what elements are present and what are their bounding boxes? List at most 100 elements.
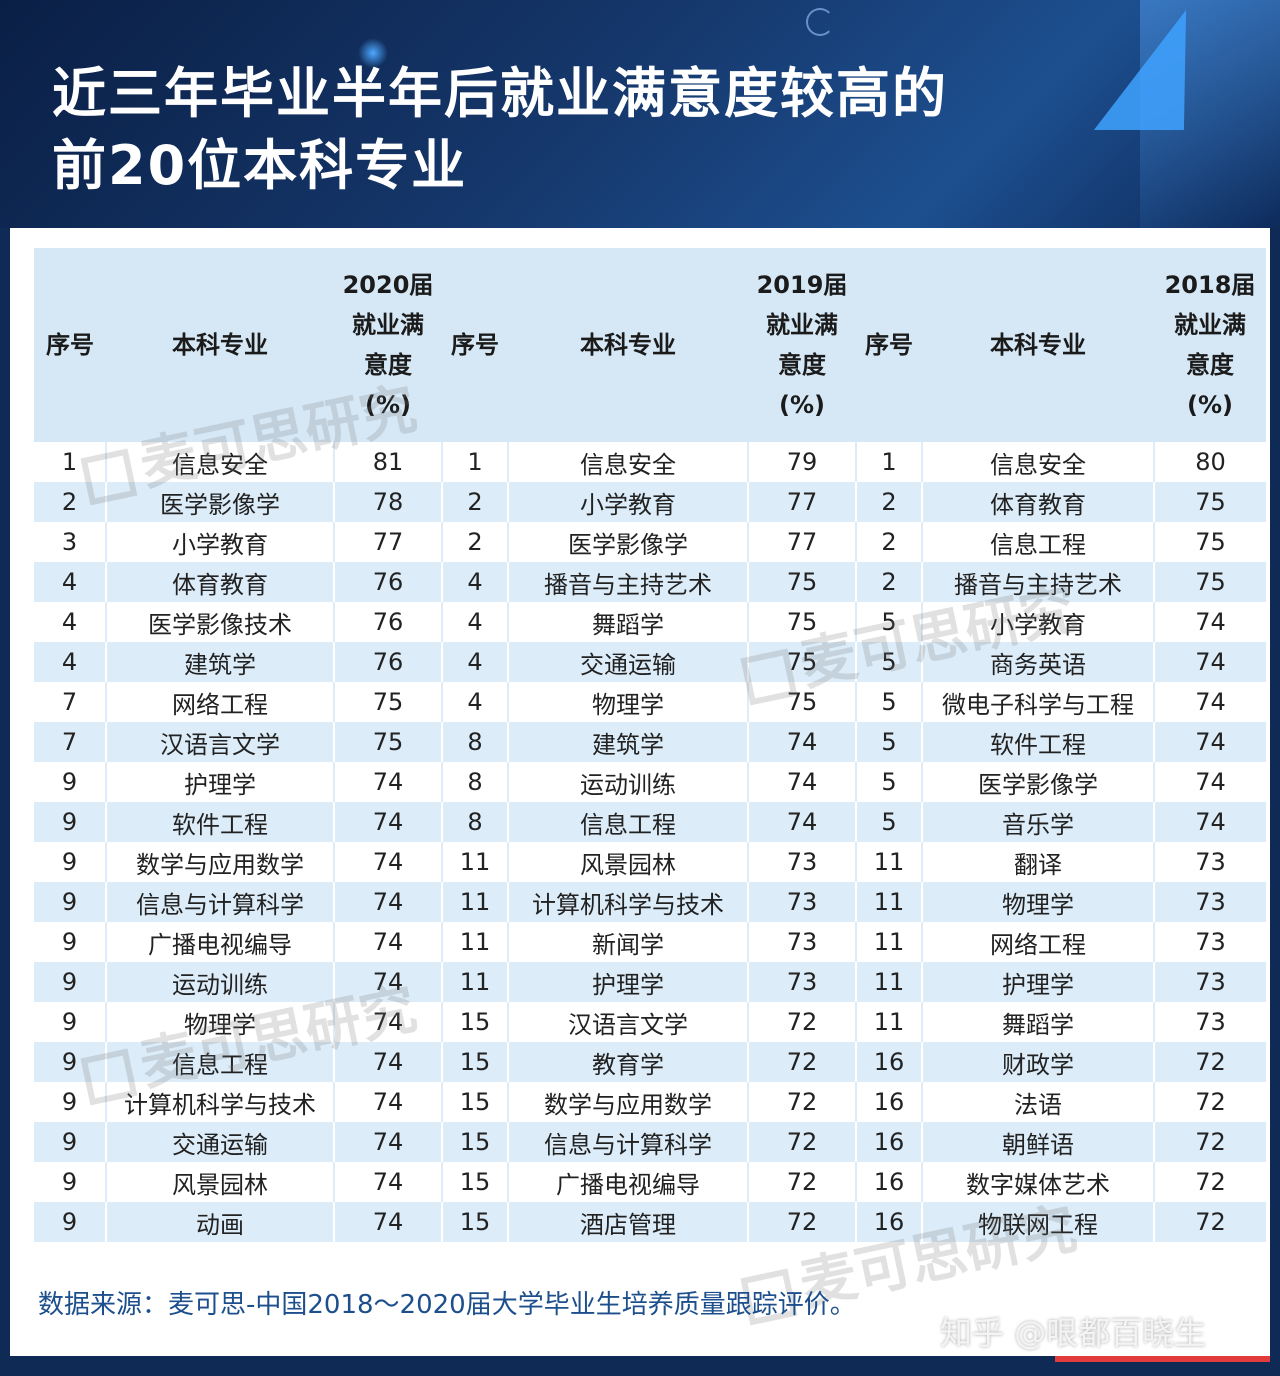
cell-satisfaction-2019: 73 — [748, 962, 857, 1002]
cell-satisfaction-2020: 74 — [334, 1122, 443, 1162]
header-2019-line4: (%) — [779, 391, 825, 419]
cell-satisfaction-2020: 75 — [334, 682, 443, 722]
cell-major-2020: 医学影像技术 — [106, 602, 335, 642]
cell-satisfaction-2019: 74 — [748, 802, 857, 842]
cell-satisfaction-2018: 75 — [1154, 482, 1266, 522]
cell-major-2019: 酒店管理 — [508, 1202, 749, 1242]
header-satisfaction-2019: 2019届 就业满 意度 (%) — [748, 248, 856, 442]
cell-satisfaction-2018: 72 — [1154, 1162, 1266, 1202]
cell-seq-2020: 9 — [34, 842, 107, 882]
cell-major-2018: 体育教育 — [922, 482, 1155, 522]
header-seq-2019: 序号 — [442, 248, 508, 442]
table-row: 9 广播电视编导 74 11 新闻学 73 11 网络工程 73 — [34, 922, 1266, 962]
cell-seq-2020: 9 — [34, 882, 107, 922]
cell-major-2020: 运动训练 — [106, 962, 335, 1002]
cell-major-2019: 信息工程 — [508, 802, 749, 842]
table-row: 9 交通运输 74 15 信息与计算科学 72 16 朝鲜语 72 — [34, 1122, 1266, 1162]
header-major-2019: 本科专业 — [508, 248, 748, 442]
cell-satisfaction-2018: 73 — [1154, 842, 1266, 882]
cell-satisfaction-2020: 74 — [334, 802, 443, 842]
cell-major-2018: 微电子科学与工程 — [922, 682, 1155, 722]
title-line-2: 前20位本科专业 — [52, 134, 468, 197]
table-row: 9 信息与计算科学 74 11 计算机科学与技术 73 11 物理学 73 — [34, 882, 1266, 922]
cell-satisfaction-2018: 75 — [1154, 522, 1266, 562]
cell-seq-2018: 5 — [856, 762, 923, 802]
cell-satisfaction-2018: 73 — [1154, 962, 1266, 1002]
cell-seq-2020: 9 — [34, 1202, 107, 1242]
cell-major-2018: 法语 — [922, 1082, 1155, 1122]
cell-satisfaction-2018: 80 — [1154, 442, 1266, 482]
cell-satisfaction-2018: 74 — [1154, 762, 1266, 802]
cell-major-2018: 朝鲜语 — [922, 1122, 1155, 1162]
cell-satisfaction-2019: 72 — [748, 1202, 857, 1242]
cell-major-2019: 数学与应用数学 — [508, 1082, 749, 1122]
header-satisfaction-2018: 2018届 就业满 意度 (%) — [1154, 248, 1266, 442]
cell-satisfaction-2020: 74 — [334, 1042, 443, 1082]
header-2019-line1: 2019届 — [756, 271, 848, 299]
cell-seq-2018: 16 — [856, 1202, 923, 1242]
title-line-1: 近三年毕业半年后就业满意度较高的 — [52, 62, 948, 125]
table-body: 1 信息安全 81 1 信息安全 79 1 信息安全 80 2 医学影像学 78 2 小学教育 77 2 体育教… — [34, 442, 1266, 1242]
cell-seq-2018: 1 — [856, 442, 923, 482]
table-row: 4 建筑学 76 4 交通运输 75 5 商务英语 74 — [34, 642, 1266, 682]
cell-major-2018: 网络工程 — [922, 922, 1155, 962]
cell-major-2018: 商务英语 — [922, 642, 1155, 682]
cell-major-2019: 信息与计算科学 — [508, 1122, 749, 1162]
cell-major-2020: 体育教育 — [106, 562, 335, 602]
header-2019-line2: 就业满 — [766, 311, 838, 339]
cell-seq-2019: 4 — [442, 642, 509, 682]
cell-major-2018: 医学影像学 — [922, 762, 1155, 802]
header-2020-line4: (%) — [365, 391, 411, 419]
cell-seq-2018: 16 — [856, 1122, 923, 1162]
header-satisfaction-2020: 2020届 就业满 意度 (%) — [334, 248, 442, 442]
cell-satisfaction-2020: 74 — [334, 1082, 443, 1122]
cell-satisfaction-2019: 72 — [748, 1122, 857, 1162]
cell-satisfaction-2018: 73 — [1154, 922, 1266, 962]
cell-satisfaction-2020: 74 — [334, 1162, 443, 1202]
table-row: 9 运动训练 74 11 护理学 73 11 护理学 73 — [34, 962, 1266, 1002]
cell-satisfaction-2018: 74 — [1154, 722, 1266, 762]
cell-seq-2019: 11 — [442, 962, 509, 1002]
cell-major-2019: 医学影像学 — [508, 522, 749, 562]
cell-major-2020: 风景园林 — [106, 1162, 335, 1202]
cell-major-2018: 软件工程 — [922, 722, 1155, 762]
cell-satisfaction-2018: 72 — [1154, 1202, 1266, 1242]
cell-major-2018: 播音与主持艺术 — [922, 562, 1155, 602]
cell-satisfaction-2019: 75 — [748, 682, 857, 722]
cell-seq-2020: 9 — [34, 1002, 107, 1042]
cell-satisfaction-2018: 74 — [1154, 602, 1266, 642]
decorative-ring — [806, 8, 834, 36]
header-2020-line2: 就业满 — [352, 311, 424, 339]
cell-major-2020: 软件工程 — [106, 802, 335, 842]
cell-satisfaction-2019: 74 — [748, 762, 857, 802]
cell-major-2020: 医学影像学 — [106, 482, 335, 522]
header-seq-2018: 序号 — [856, 248, 922, 442]
cell-satisfaction-2019: 75 — [748, 562, 857, 602]
cell-seq-2020: 9 — [34, 1082, 107, 1122]
bottom-bar — [0, 1356, 1280, 1376]
cell-seq-2018: 16 — [856, 1162, 923, 1202]
cell-satisfaction-2020: 81 — [334, 442, 443, 482]
cell-seq-2020: 9 — [34, 1042, 107, 1082]
cell-seq-2020: 7 — [34, 682, 107, 722]
cell-major-2019: 计算机科学与技术 — [508, 882, 749, 922]
accent-line — [1055, 1356, 1270, 1362]
header-major-2018: 本科专业 — [922, 248, 1154, 442]
cell-seq-2019: 8 — [442, 722, 509, 762]
cell-major-2019: 播音与主持艺术 — [508, 562, 749, 602]
table-header-row: 序号 本科专业 2020届 就业满 意度 (%) 序号 本科专业 2019届 就… — [34, 248, 1266, 442]
decorative-glow-dot — [358, 38, 388, 68]
cell-major-2019: 舞蹈学 — [508, 602, 749, 642]
cell-seq-2019: 8 — [442, 802, 509, 842]
cell-satisfaction-2019: 79 — [748, 442, 857, 482]
cell-major-2020: 汉语言文学 — [106, 722, 335, 762]
cell-seq-2018: 11 — [856, 922, 923, 962]
header-2018-line3: 意度 — [1186, 351, 1234, 379]
cell-seq-2018: 11 — [856, 1002, 923, 1042]
cell-seq-2019: 15 — [442, 1202, 509, 1242]
cell-major-2019: 运动训练 — [508, 762, 749, 802]
cell-satisfaction-2019: 72 — [748, 1082, 857, 1122]
cell-seq-2020: 3 — [34, 522, 107, 562]
cell-major-2020: 交通运输 — [106, 1122, 335, 1162]
table-row: 2 医学影像学 78 2 小学教育 77 2 体育教育 75 — [34, 482, 1266, 522]
